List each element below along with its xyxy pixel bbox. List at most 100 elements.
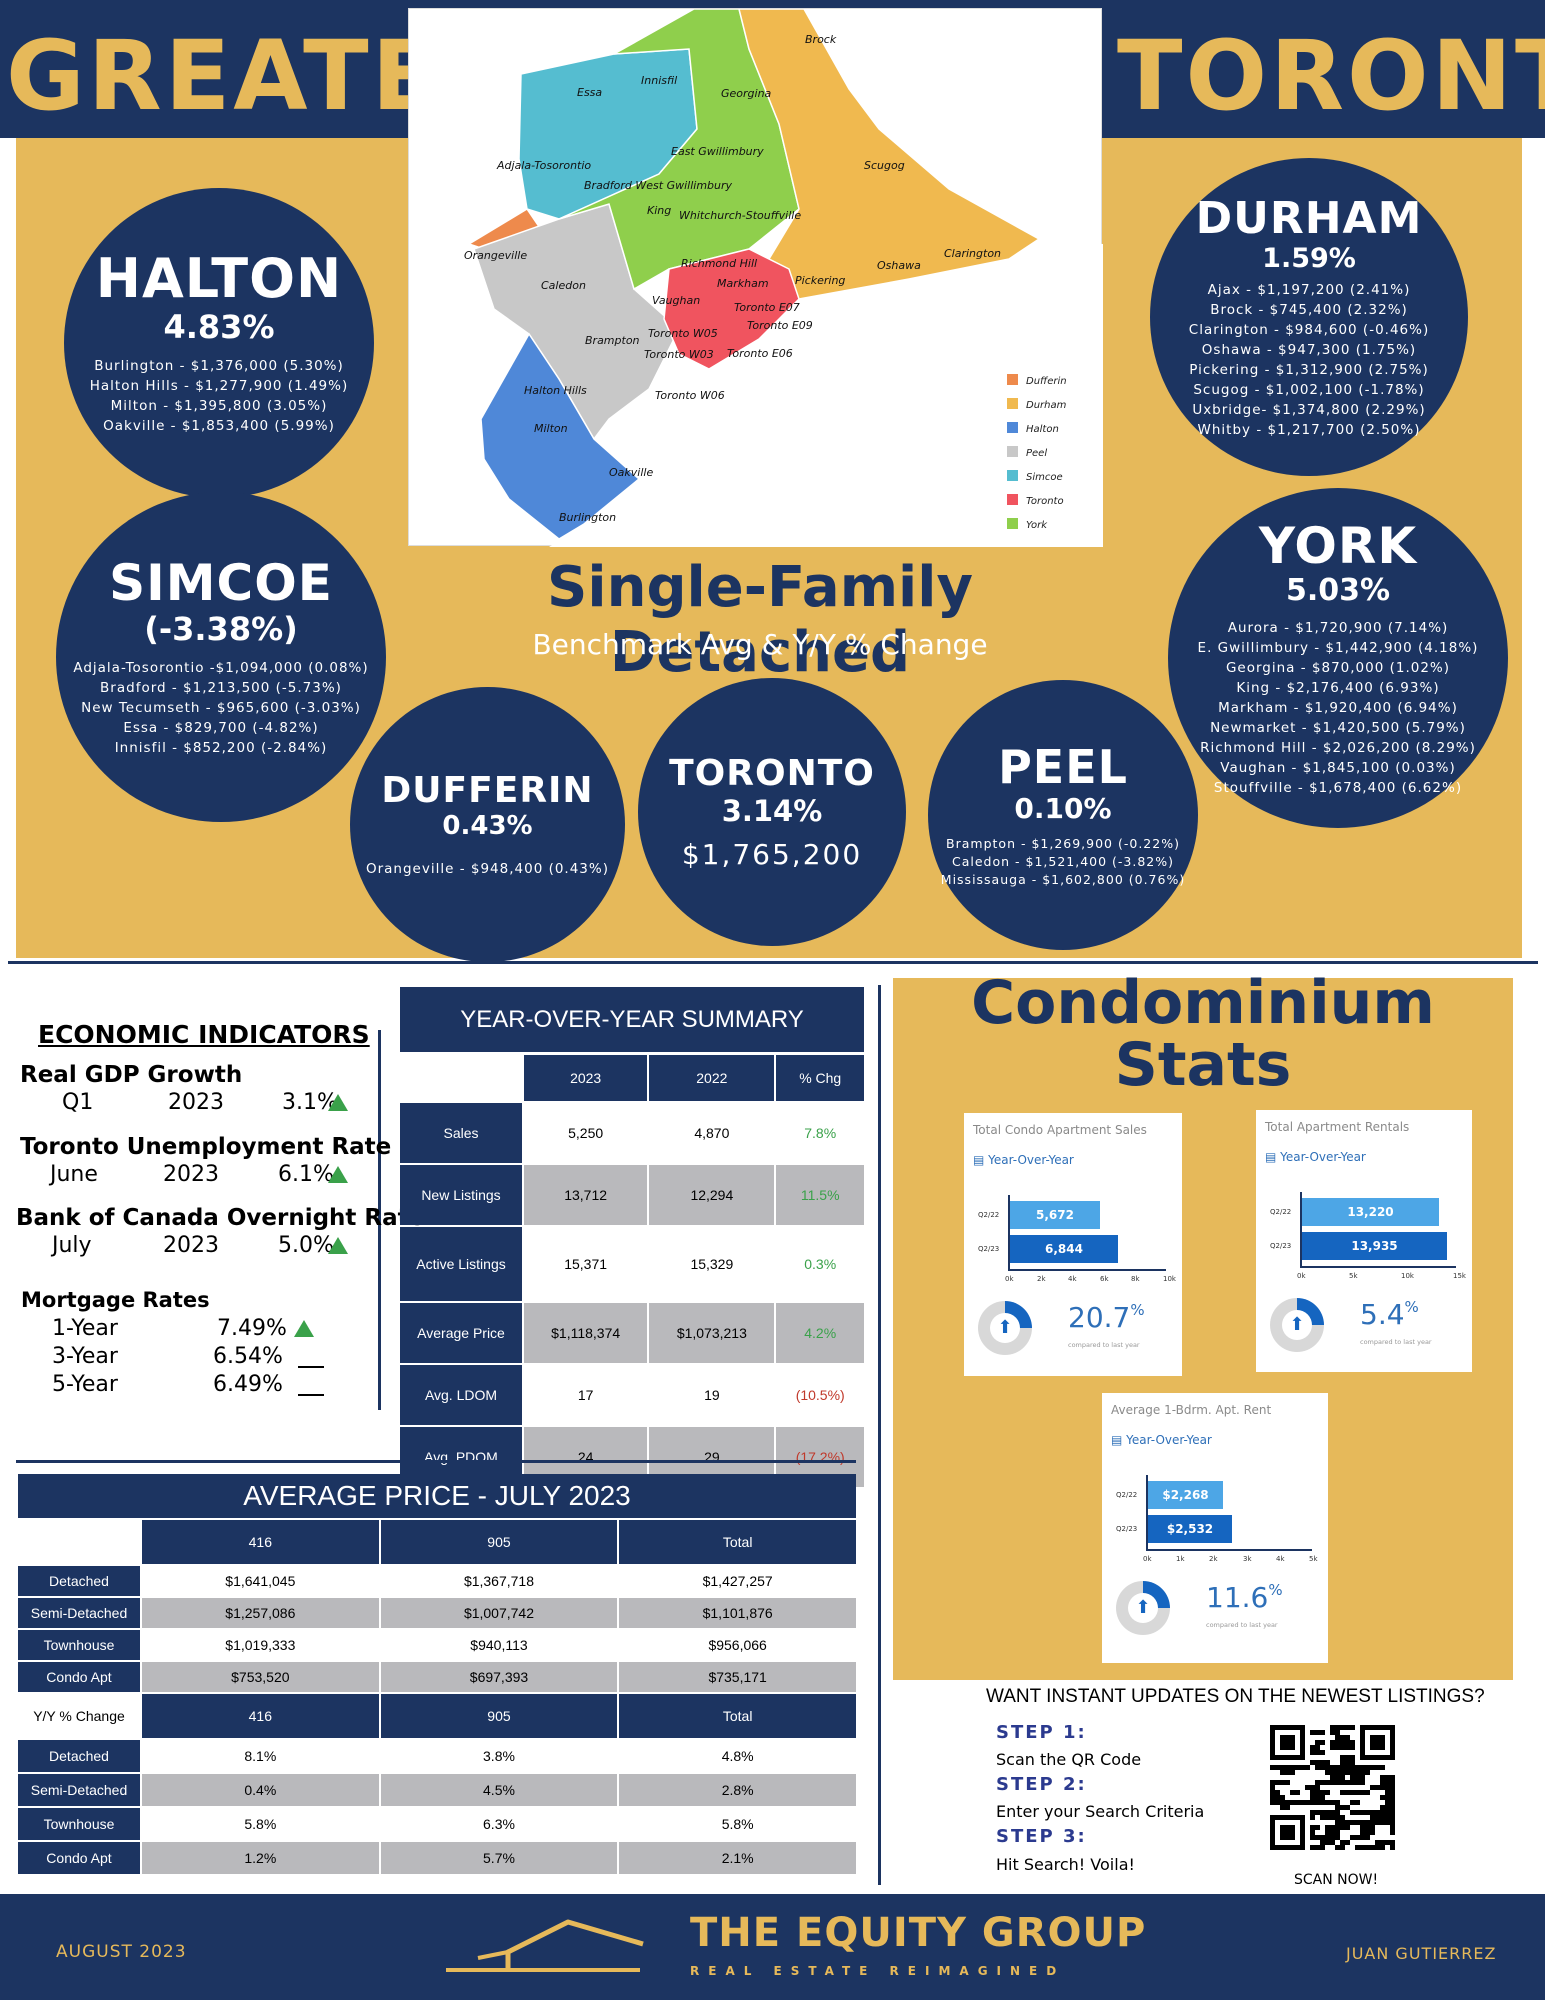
durham-name: DURHAM	[1195, 192, 1423, 244]
map-label-oshawa: Oshawa	[877, 259, 921, 272]
table-row: Townhouse 5.8% 6.3% 5.8%	[18, 1808, 856, 1840]
qr-code[interactable]	[1270, 1725, 1395, 1850]
bar-axis	[1300, 1192, 1302, 1268]
row-label: New Listings	[400, 1165, 522, 1225]
row-label: Sales	[400, 1103, 522, 1163]
map-label-toronto-w03: Toronto W03	[644, 348, 714, 361]
toronto-pct: 3.14%	[721, 793, 823, 828]
cell: 15,329	[690, 1256, 734, 1272]
tick-label: 0k	[1297, 1272, 1306, 1280]
condo-rentals-card: Total Apartment Rentals ▤ Year-Over-Year…	[1256, 1110, 1472, 1372]
dufferin-circle: DUFFERIN 0.43% Orangeville - $948,400 (0…	[350, 687, 625, 962]
cell: 12,294	[649, 1165, 775, 1225]
overnight-value: 5.0%	[278, 1233, 334, 1258]
cell: $956,066	[708, 1637, 767, 1653]
map-label-pickering: Pickering	[795, 274, 845, 287]
cell: 5.8%	[721, 1816, 754, 1832]
map-label-richmond-hill: Richmond Hill	[681, 257, 757, 270]
yoy-pct: 20.7%	[1068, 1301, 1145, 1334]
table-row: Sales 5,250 4,870 7.8%	[400, 1103, 864, 1163]
step-text: Scan the QR Code	[996, 1750, 1142, 1769]
bar-category-label: Q2/22	[1116, 1491, 1138, 1499]
peel-circle: PEEL 0.10% Brampton - $1,269,900 (-0.22%…	[928, 680, 1198, 950]
cell: $697,393	[380, 1662, 618, 1692]
map-label-toronto-e07: Toronto E07	[734, 301, 800, 314]
york-name: YORK	[1258, 516, 1418, 575]
pct-value: 5.4	[1360, 1298, 1405, 1331]
donut-chart: ⬆	[978, 1301, 1032, 1355]
cell: 19	[704, 1387, 720, 1403]
york-circle: YORK 5.03% Aurora - $1,720,900 (7.14%) E…	[1168, 488, 1508, 828]
map-label-milton: Milton	[534, 422, 568, 435]
mortgage-rate: 6.49%	[213, 1372, 283, 1397]
simcoe-line: New Tecumseth - $965,600 (-3.03%)	[81, 700, 361, 716]
row-label: Detached	[18, 1566, 140, 1596]
map-label-toronto-e06: Toronto E06	[727, 347, 793, 360]
card-yoy: ▤ Year-Over-Year	[1111, 1433, 1212, 1447]
card-yoy-label: Year-Over-Year	[1126, 1433, 1212, 1447]
bar-axis	[1300, 1266, 1456, 1268]
yoy-corner	[400, 1055, 522, 1101]
flat-dash-icon	[298, 1394, 324, 1396]
durham-pct: 1.59%	[1262, 242, 1356, 274]
simcoe-pct: (-3.38%)	[144, 610, 298, 648]
durham-line: Pickering - $1,312,900 (2.75%)	[1189, 361, 1429, 378]
bar-category-label: Q2/23	[1116, 1525, 1138, 1533]
map-label-toronto-w06: Toronto W06	[655, 389, 725, 402]
table-row: Condo Apt $753,520 $697,393 $735,171	[18, 1662, 856, 1692]
row-label: Detached	[18, 1740, 140, 1772]
row-label: Semi-Detached	[18, 1598, 140, 1628]
mortgage-term: 5-Year	[52, 1372, 118, 1397]
cell: 4.5%	[380, 1774, 618, 1806]
pct-caption: compared to last year	[1206, 1621, 1278, 1629]
table-row: Detached $1,641,045 $1,367,718 $1,427,257	[18, 1566, 856, 1596]
bar-axis	[1146, 1549, 1312, 1551]
york-pct: 5.03%	[1285, 572, 1391, 608]
map-label-halton-hills: Halton Hills	[524, 384, 587, 397]
up-arrow-icon: ⬆	[990, 1313, 1020, 1343]
calendar-icon: ▤	[1265, 1150, 1281, 1164]
qr-code-image	[1270, 1725, 1395, 1850]
legend-label: Durham	[1026, 400, 1067, 411]
tick-label: 0k	[1005, 1275, 1014, 1283]
footer	[0, 1894, 1545, 2000]
legend-swatch	[1007, 446, 1018, 457]
yy-label: Y/Y % Change	[18, 1694, 140, 1738]
legend-swatch	[1007, 518, 1018, 529]
bar: 5,672	[1010, 1201, 1100, 1229]
simcoe-circle: SIMCOE (-3.38%) Adjala-Tosorontio -$1,09…	[56, 492, 386, 822]
bar-category-label: Q2/23	[1270, 1242, 1292, 1250]
cell: $735,171	[619, 1662, 856, 1692]
card-yoy-label: Year-Over-Year	[1280, 1150, 1366, 1164]
condo-title-line: Stats	[1114, 1030, 1292, 1100]
footer-brand: THE EQUITY GROUP	[690, 1910, 1147, 1956]
york-line: E. Gwillimbury - $1,442,900 (4.18%)	[1197, 639, 1479, 656]
map-label-oakville: Oakville	[609, 466, 653, 479]
durham-line: Whitby - $1,217,700 (2.50%)	[1197, 421, 1421, 438]
york-line: King - $2,176,400 (6.93%)	[1236, 679, 1440, 696]
ap-corner	[18, 1520, 140, 1564]
cell: 5,250	[568, 1125, 604, 1141]
legend-swatch	[1007, 422, 1018, 433]
durham-line: Oshawa - $947,300 (1.75%)	[1201, 341, 1417, 358]
avg-divider	[16, 1460, 856, 1463]
row-label: Avg. LDOM	[400, 1365, 522, 1425]
yoy-header: % Chg	[776, 1055, 864, 1101]
ap-header: 905	[380, 1694, 618, 1738]
gdp-label: Real GDP Growth	[20, 1062, 243, 1088]
map-label-king: King	[647, 204, 671, 217]
peel-line: Caledon - $1,521,400 (-3.82%)	[951, 853, 1175, 869]
toronto-name: TORONTO	[669, 752, 875, 794]
tick-label: 3k	[1243, 1555, 1252, 1563]
table-row: Avg. LDOM 17 19 (10.5%)	[400, 1365, 864, 1425]
mortgage-term: 1-Year	[52, 1316, 118, 1341]
condo-rent-card: Average 1-Bdrm. Apt. Rent ▤ Year-Over-Ye…	[1102, 1393, 1328, 1663]
section-divider	[8, 961, 1538, 964]
toronto-circle: TORONTO 3.14% $1,765,200	[638, 678, 906, 946]
tick-label: 2k	[1037, 1275, 1046, 1283]
yoy-pct: 11.6%	[1206, 1581, 1283, 1614]
map-label-toronto-e09: Toronto E09	[747, 319, 813, 332]
yoy-header: 2023	[524, 1055, 648, 1101]
unemployment-value: 6.1%	[278, 1162, 334, 1187]
pct-caption: compared to last year	[1068, 1341, 1140, 1349]
